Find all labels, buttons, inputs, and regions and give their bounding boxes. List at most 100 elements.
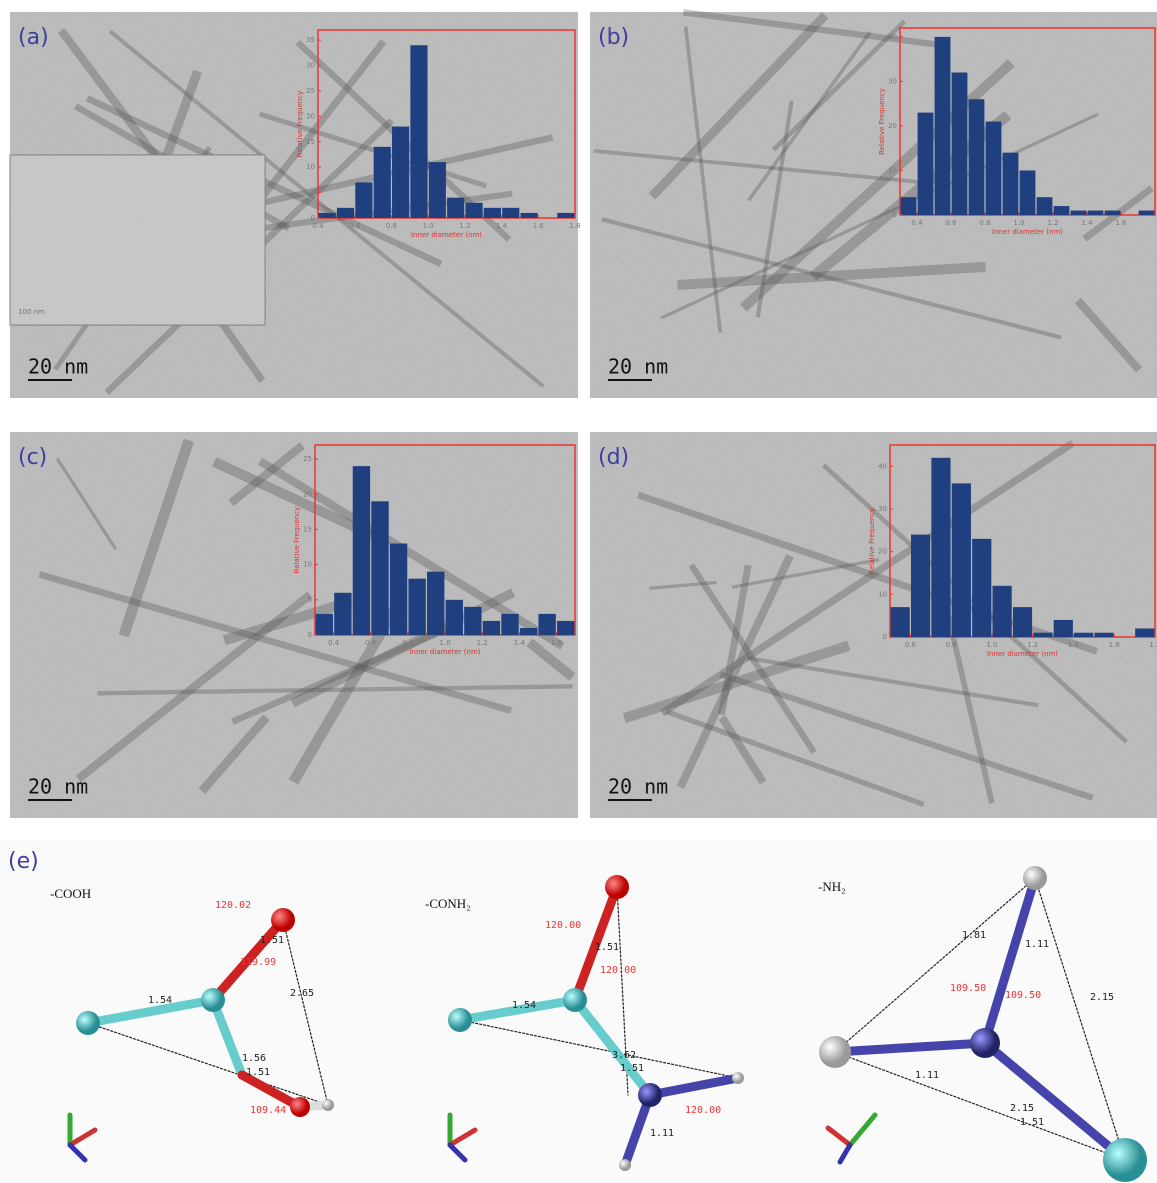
bar <box>520 628 537 635</box>
tem-grain <box>590 12 1157 398</box>
bond-label: 120.00 <box>685 1105 721 1116</box>
x-tick-label: 1.8 <box>1149 641 1157 649</box>
panel-label: (e) <box>8 849 39 874</box>
bar <box>521 213 538 218</box>
x-axis-title: Inner diameter (nm) <box>411 231 482 239</box>
bond-label: 2.65 <box>290 988 314 999</box>
y-tick-label: 0 <box>893 211 897 219</box>
x-tick-label: 1.4 <box>496 222 508 230</box>
bar <box>993 586 1012 637</box>
y-tick-label: 10 <box>303 561 312 569</box>
bar <box>353 466 370 635</box>
bar <box>952 483 971 637</box>
x-tick-label: 1.8 <box>569 222 580 230</box>
molecule-name: -COOH <box>50 886 91 901</box>
y-tick-label: 10 <box>306 163 315 171</box>
bar <box>918 113 934 215</box>
bar <box>371 501 388 635</box>
bar <box>429 162 446 218</box>
bar <box>392 127 409 218</box>
x-tick-label: 1.2 <box>477 639 488 647</box>
bond-label: 1.51 <box>260 935 284 946</box>
bar <box>986 122 1002 216</box>
y-tick-label: 20 <box>878 548 887 556</box>
bar <box>1105 211 1121 215</box>
bar <box>484 208 501 218</box>
x-tick-label: 0.6 <box>349 222 361 230</box>
bar <box>446 600 463 635</box>
bar <box>355 182 372 218</box>
bond-label: 1.54 <box>148 995 172 1006</box>
bar <box>408 579 425 635</box>
bar <box>901 197 917 215</box>
bar <box>972 539 991 637</box>
bar <box>1013 607 1032 637</box>
bond-label: 1.81 <box>962 930 986 941</box>
molecules: (e)-COOH1.512.65119.99120.021.541.561.51… <box>0 840 1157 1183</box>
y-tick-label: 40 <box>878 462 887 470</box>
panel-label: (d) <box>598 445 629 470</box>
y-tick-label: 25 <box>306 87 315 95</box>
y-tick-label: 0 <box>308 631 312 639</box>
bar <box>316 614 333 635</box>
y-tick-label: 35 <box>306 36 315 44</box>
y-axis-title: Relative Frequency <box>878 88 886 155</box>
molecule-name: -NH₂ <box>818 879 846 894</box>
bar <box>427 572 444 635</box>
scale-bar-label: 20 nm <box>28 775 88 799</box>
x-axis-title: Inner diameter (nm) <box>409 648 480 656</box>
x-tick-label: 1.0 <box>439 639 450 647</box>
bond-label: 109.50 <box>1005 990 1041 1001</box>
y-tick-label: 5 <box>308 596 312 604</box>
bond-label: 120.02 <box>215 900 251 911</box>
y-tick-label: 10 <box>878 590 887 598</box>
molecule-name: -CONH₂ <box>425 896 471 911</box>
x-axis-title: Inner diameter (nm) <box>992 228 1063 236</box>
bar <box>1088 211 1104 215</box>
bond-label: 1.11 <box>1025 939 1049 950</box>
bar <box>557 213 574 218</box>
bond-label: 109.44 <box>250 1105 286 1116</box>
y-tick-label: 20 <box>888 122 897 130</box>
scale-bar-label: 20 nm <box>28 355 88 379</box>
bar <box>1033 633 1052 637</box>
bar <box>911 535 930 637</box>
x-tick-label: 1.6 <box>533 222 545 230</box>
bar <box>337 208 354 218</box>
bar <box>557 621 574 635</box>
bar <box>502 208 519 218</box>
scale-bar-label: 20 nm <box>608 355 668 379</box>
bar <box>483 621 500 635</box>
bar <box>891 607 910 637</box>
bar <box>464 607 481 635</box>
bar <box>1074 633 1093 637</box>
bar <box>538 614 555 635</box>
bond-label: 2.15 <box>1010 1103 1034 1114</box>
bar <box>334 593 351 635</box>
x-tick-label: 1.6 <box>1115 219 1127 227</box>
bar <box>1054 620 1073 637</box>
x-tick-label: 0.4 <box>312 222 324 230</box>
y-tick-label: 0 <box>883 633 887 641</box>
bond-label: 2.15 <box>1090 992 1114 1003</box>
y-tick-label: 30 <box>878 505 887 513</box>
figure: (a)20 nm(b)20 nm(c)20 nm(d)20 nm100 nm 0… <box>0 0 1157 1183</box>
bar <box>465 203 482 218</box>
bond-label: 109.50 <box>950 983 986 994</box>
bond-label: 3.62 <box>612 1050 636 1061</box>
y-axis-title: Relative Frequency <box>868 508 876 575</box>
bar <box>390 544 407 635</box>
x-tick-label: 0.6 <box>905 641 917 649</box>
y-tick-label: 30 <box>306 62 315 70</box>
bond-label: 1.11 <box>915 1070 939 1081</box>
x-tick-label: 0.6 <box>945 219 957 227</box>
bar <box>374 147 391 218</box>
bar <box>952 73 968 215</box>
x-tick-label: 1.2 <box>1027 641 1038 649</box>
panel-label: (a) <box>18 25 49 50</box>
x-tick-label: 1.0 <box>986 641 997 649</box>
bar <box>447 198 464 218</box>
x-tick-label: 0.8 <box>402 639 413 647</box>
inset-scale-label: 100 nm <box>18 308 45 316</box>
